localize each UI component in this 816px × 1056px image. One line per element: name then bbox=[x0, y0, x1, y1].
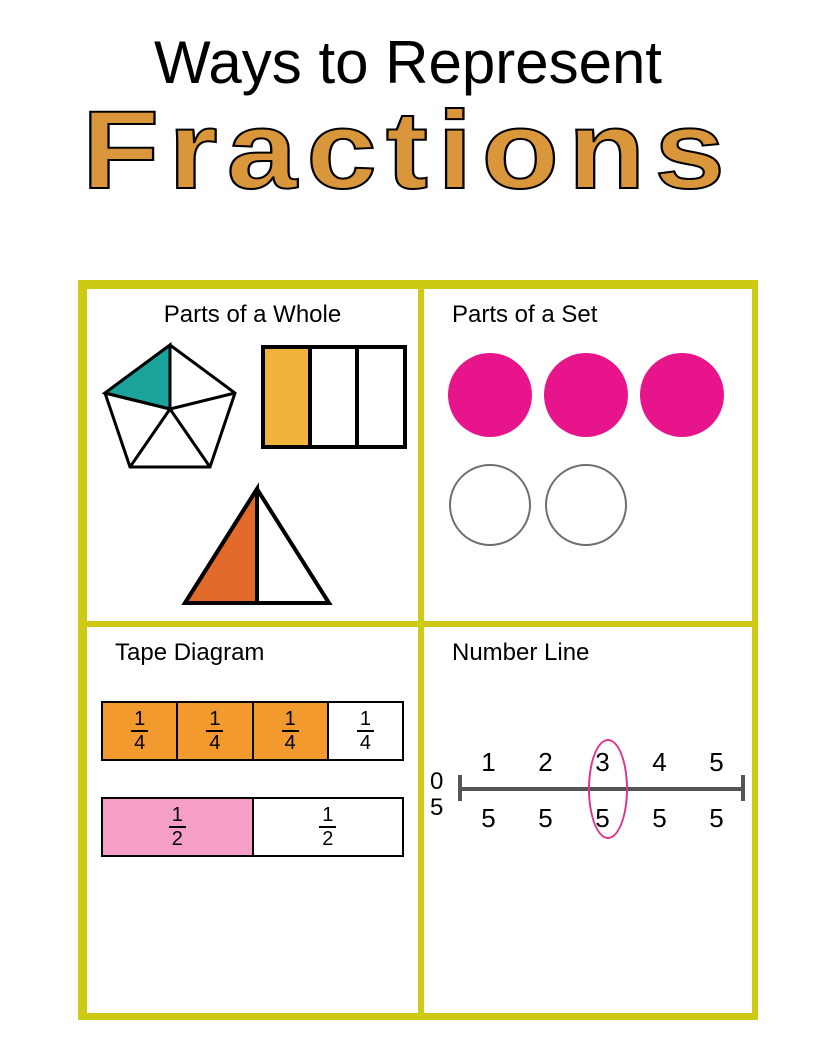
fraction-label: 14 bbox=[131, 709, 148, 753]
tape-seg: 14 bbox=[329, 703, 402, 759]
cell-title-number-line: Number Line bbox=[424, 627, 755, 667]
nl-label: 55 bbox=[688, 749, 745, 831]
tape-bar-quarters: 14 14 14 14 bbox=[101, 701, 404, 761]
cell-title-parts-set: Parts of a Set bbox=[424, 289, 755, 329]
tape-bar-halves: 12 12 bbox=[101, 797, 404, 857]
fraction-label: 12 bbox=[169, 805, 186, 849]
title-line2: Fractions bbox=[0, 87, 816, 214]
number-line: 0 5 15 25 35 45 55 bbox=[430, 727, 745, 867]
tape-seg: 14 bbox=[103, 703, 178, 759]
tape-seg: 12 bbox=[254, 799, 403, 855]
fraction-label: 14 bbox=[206, 709, 223, 753]
cell-title-tape: Tape Diagram bbox=[87, 627, 418, 667]
triangle-diagram bbox=[177, 481, 337, 611]
cell-number-line: Number Line 0 5 15 25 35 45 55 bbox=[421, 624, 758, 1016]
set-circles bbox=[442, 347, 742, 587]
nl-label: 15 bbox=[460, 749, 517, 831]
nl-label: 25 bbox=[517, 749, 574, 831]
cell-title-parts-whole: Parts of a Whole bbox=[87, 289, 418, 329]
fraction-label: 14 bbox=[357, 709, 374, 753]
nl-circled-marker bbox=[588, 739, 628, 839]
cell-parts-of-whole: Parts of a Whole bbox=[84, 286, 421, 624]
title-line1: Ways to Represent bbox=[0, 0, 816, 97]
cell-parts-of-set: Parts of a Set bbox=[421, 286, 758, 624]
cell-tape-diagram: Tape Diagram 14 14 14 14 12 12 bbox=[84, 624, 421, 1016]
nl-zero-label: 0 5 bbox=[430, 769, 443, 822]
tape-seg: 12 bbox=[103, 799, 254, 855]
tape-seg: 14 bbox=[178, 703, 253, 759]
rectangle-diagram bbox=[259, 343, 409, 453]
nl-label: 45 bbox=[631, 749, 688, 831]
grid: Parts of a Whole Parts of a Set bbox=[78, 280, 758, 1020]
pentagon-diagram bbox=[95, 337, 245, 477]
fraction-label: 14 bbox=[282, 709, 299, 753]
tape-seg: 14 bbox=[254, 703, 329, 759]
fraction-label: 12 bbox=[319, 805, 336, 849]
